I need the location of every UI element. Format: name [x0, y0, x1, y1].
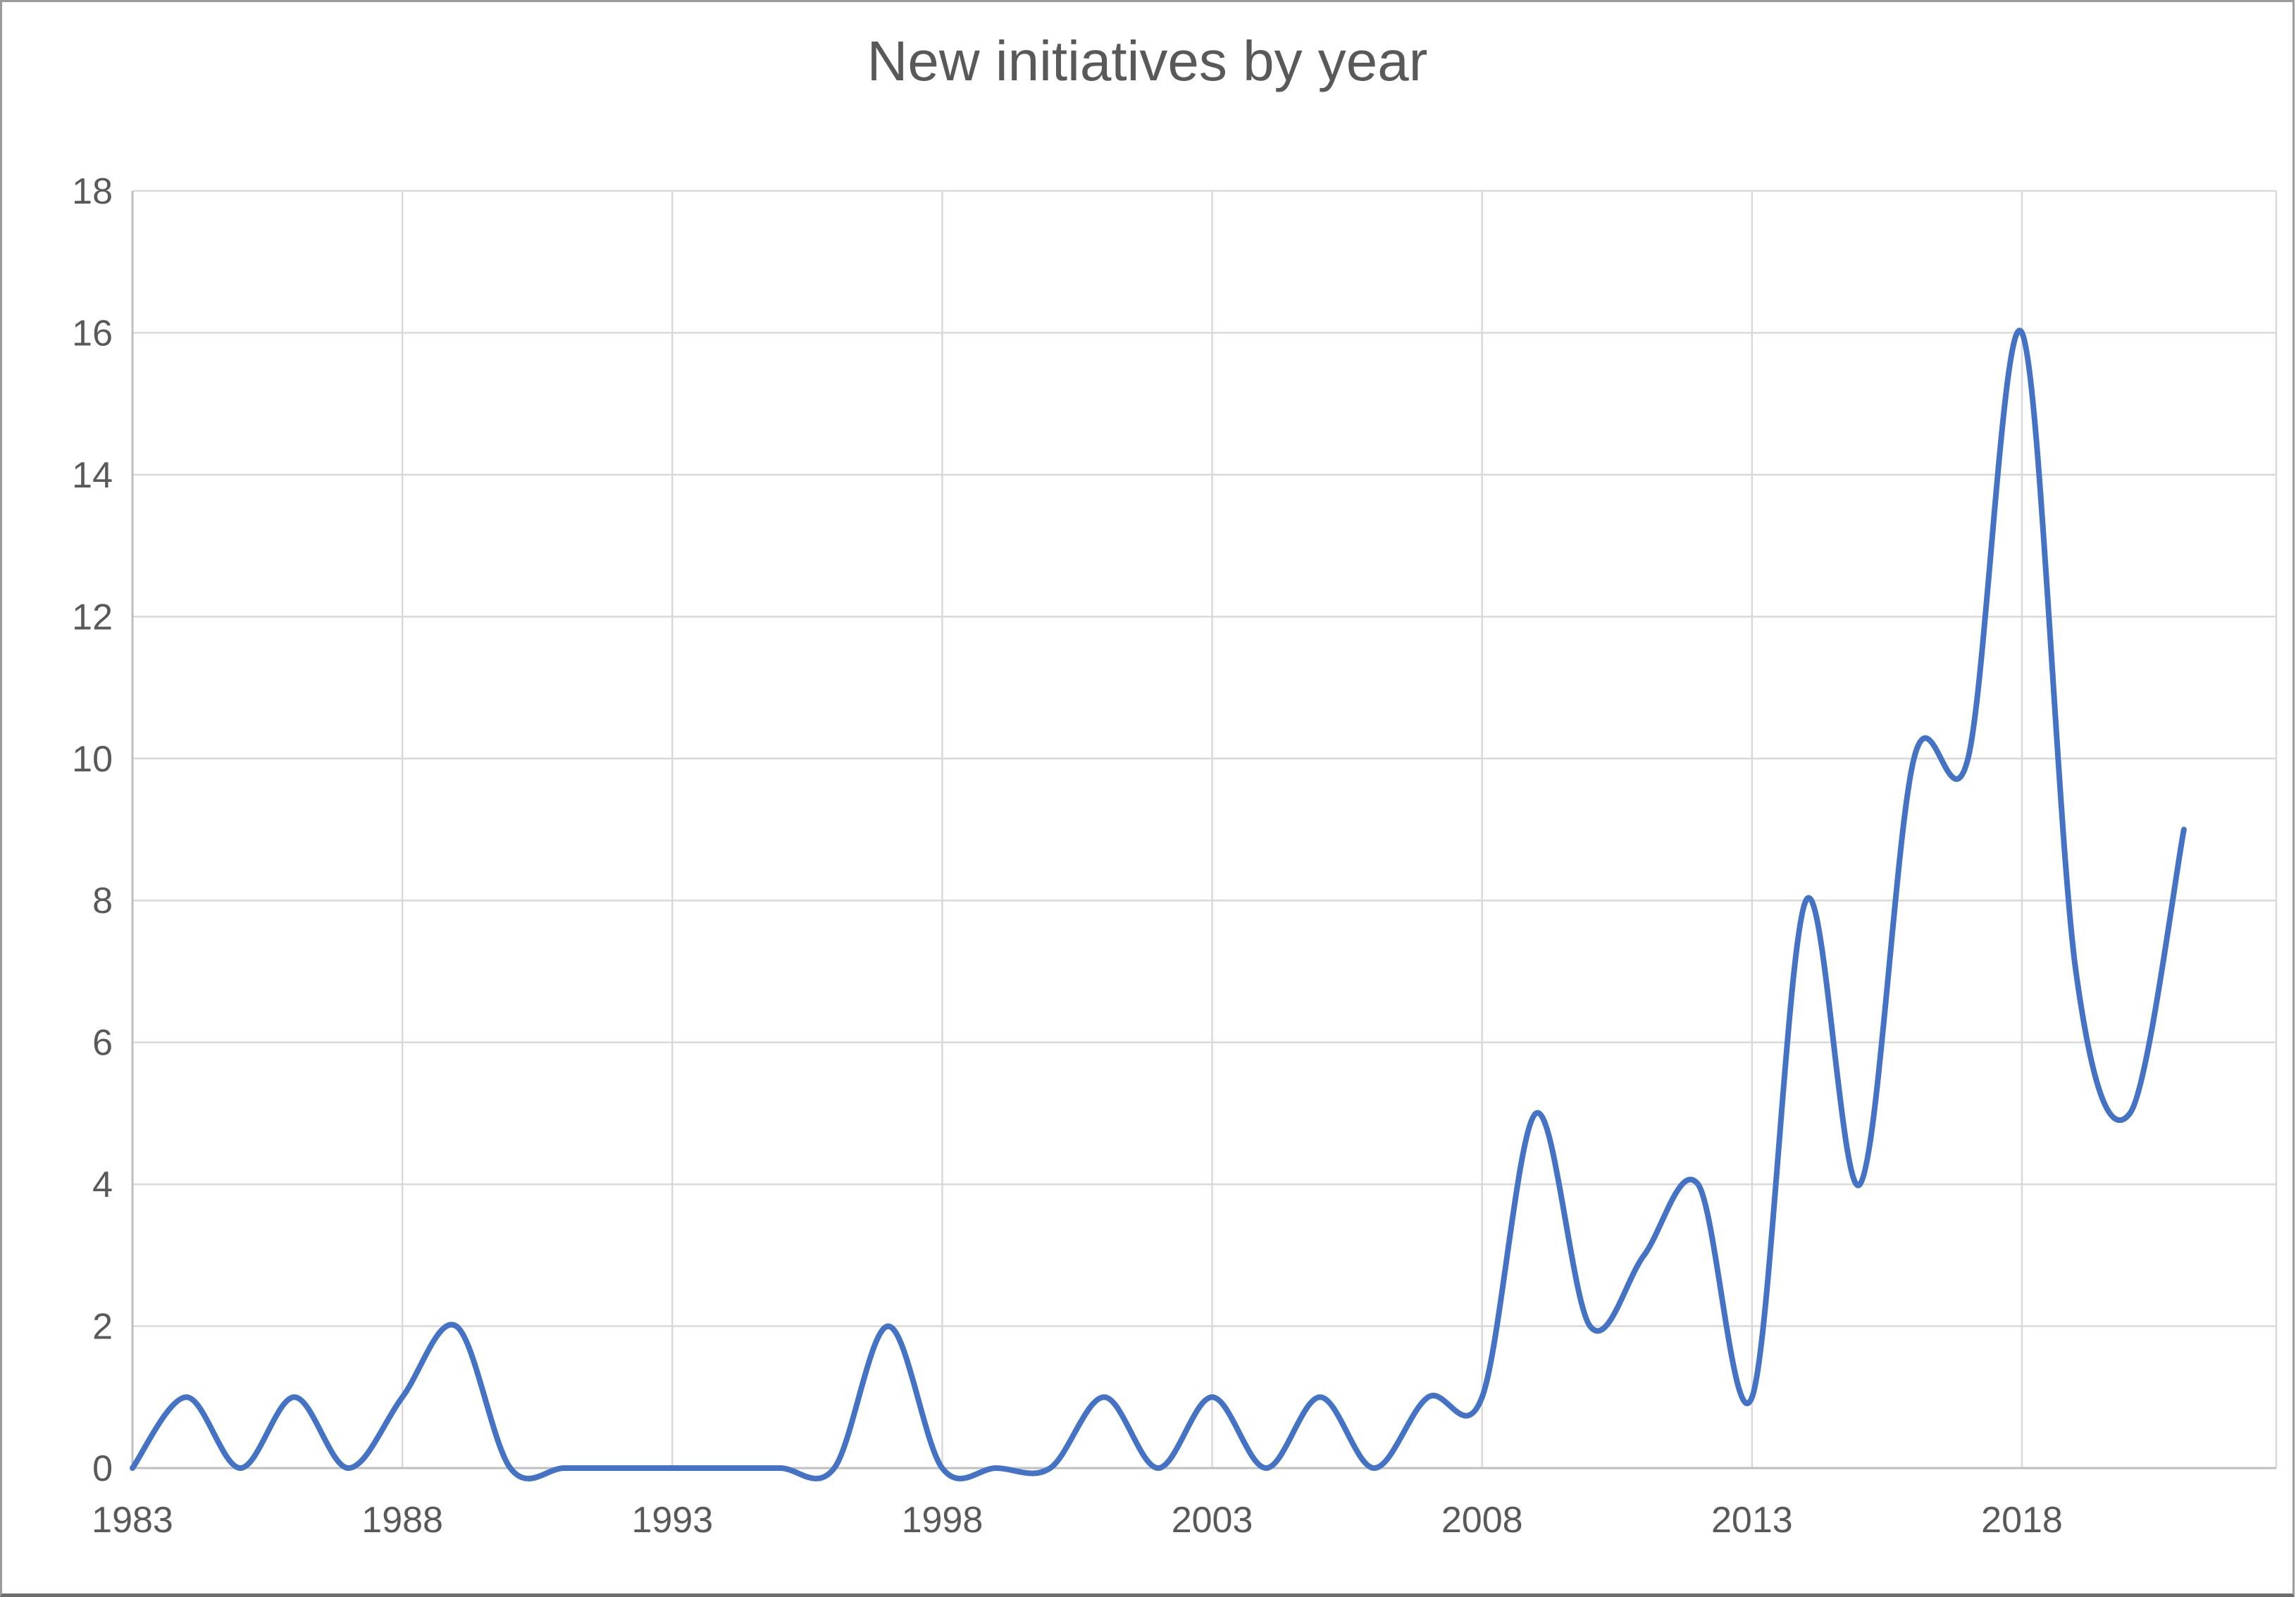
data-series-line: [130, 328, 2187, 1481]
x-tick-label: 2013: [1711, 1500, 1793, 1541]
y-tick-label: 6: [92, 1023, 113, 1064]
x-tick-label: 2008: [1441, 1500, 1523, 1541]
y-tick-label: 16: [72, 313, 113, 354]
y-tick-label: 12: [72, 597, 113, 638]
y-tick-label: 18: [72, 171, 113, 212]
x-tick-label: 1983: [92, 1500, 173, 1541]
x-tick-label: 2018: [1981, 1500, 2063, 1541]
y-tick-label: 14: [72, 455, 113, 496]
gridlines-group: [132, 189, 2278, 1468]
y-tick-label: 0: [92, 1448, 113, 1489]
x-axis-tick-labels: 1983 1988 1993 1998 2003 2008 2013 2018: [92, 1500, 2063, 1541]
x-tick-label: 2003: [1172, 1500, 1253, 1541]
y-axis-tick-labels: 0 2 4 6 8 10 12 14 16 18: [72, 171, 113, 1489]
x-tick-label: 1988: [361, 1500, 443, 1541]
y-tick-label: 2: [92, 1307, 113, 1348]
y-tick-label: 8: [92, 881, 113, 921]
y-tick-label: 4: [92, 1164, 113, 1205]
axis-lines-group: [131, 191, 2276, 1469]
x-tick-label: 1993: [631, 1500, 713, 1541]
y-tick-label: 10: [72, 739, 113, 780]
x-tick-label: 1998: [902, 1500, 983, 1541]
chart-title: New initiatives by year: [867, 30, 1428, 92]
